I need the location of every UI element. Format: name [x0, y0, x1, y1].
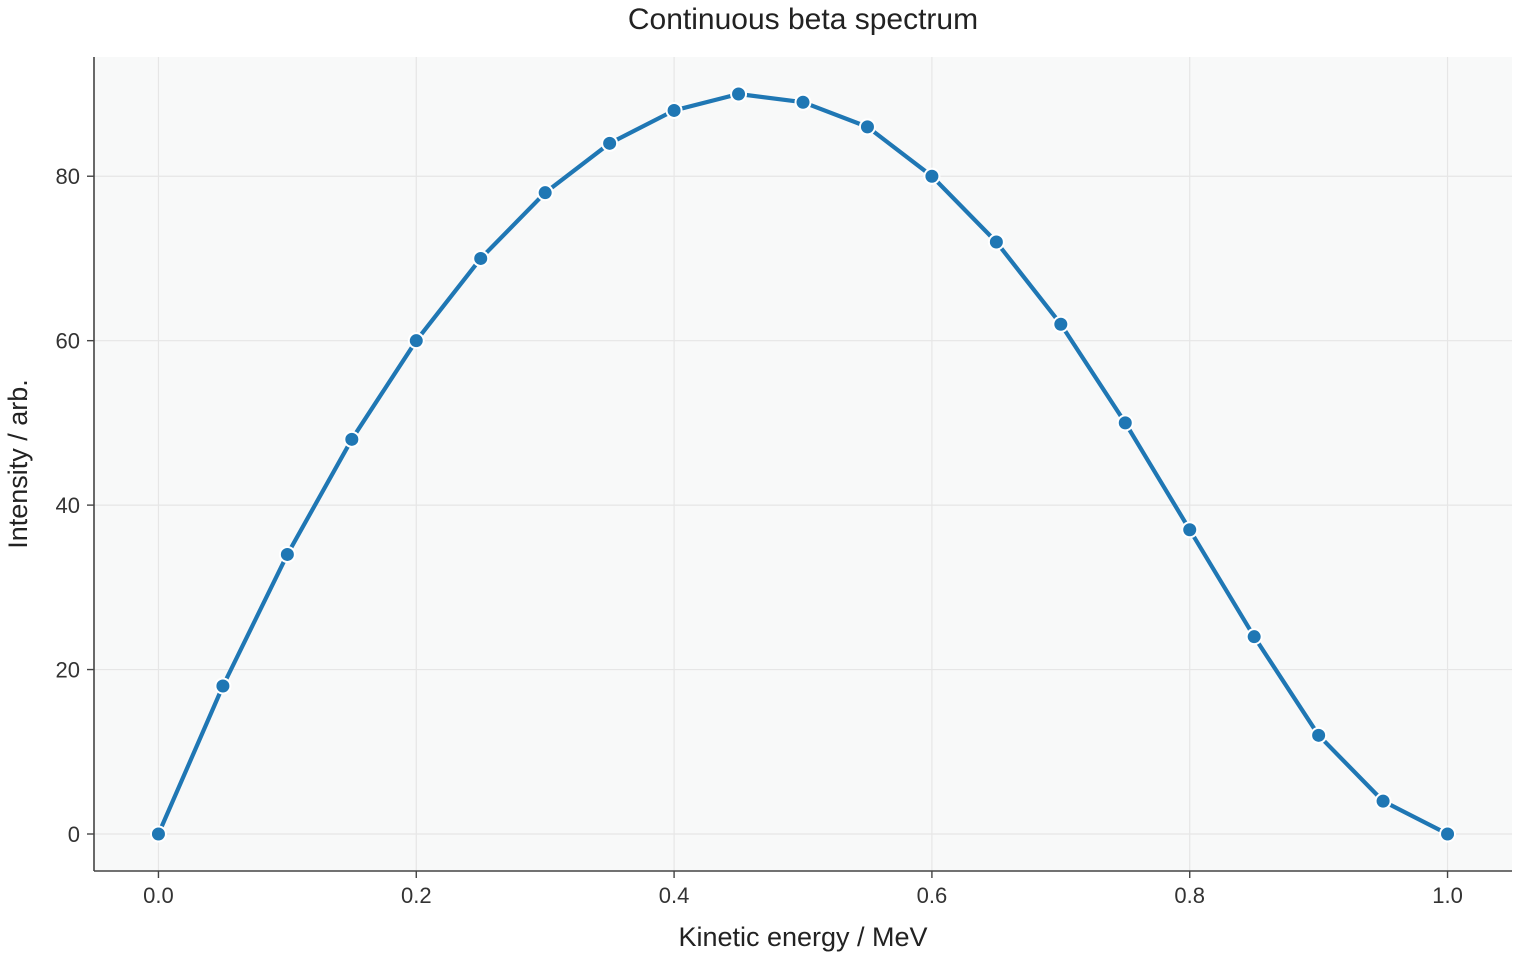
data-point: [278, 545, 296, 563]
y-tick-label: 40: [56, 493, 80, 518]
data-point: [1052, 315, 1070, 333]
data-point: [1245, 628, 1263, 646]
data-point: [343, 430, 361, 448]
x-tick-label: 0.0: [143, 883, 174, 908]
data-point: [858, 118, 876, 136]
x-tick-label: 0.4: [659, 883, 690, 908]
data-point: [601, 134, 619, 152]
data-point: [665, 101, 683, 119]
series-layer: [149, 85, 1457, 843]
data-point: [1439, 825, 1457, 843]
data-point: [472, 249, 490, 267]
chart-title: Continuous beta spectrum: [628, 3, 978, 36]
x-axis-label: Kinetic energy / MeV: [678, 922, 927, 952]
data-point: [1310, 726, 1328, 744]
y-tick-label: 20: [56, 658, 80, 683]
data-point: [536, 184, 554, 202]
data-point: [987, 233, 1005, 251]
data-point: [730, 85, 748, 103]
x-tick-label: 0.6: [917, 883, 948, 908]
x-tick-label: 0.2: [401, 883, 432, 908]
data-point: [1181, 521, 1199, 539]
data-point: [1374, 792, 1392, 810]
data-point: [149, 825, 167, 843]
y-tick-label: 60: [56, 329, 80, 354]
x-tick-label: 1.0: [1432, 883, 1463, 908]
data-point: [794, 93, 812, 111]
data-point: [407, 332, 425, 350]
grid: [94, 57, 1512, 871]
plot-area-background: [94, 57, 1512, 871]
y-axis-label: Intensity / arb.: [3, 379, 33, 549]
y-tick-label: 80: [56, 164, 80, 189]
x-tick-label: 0.8: [1174, 883, 1205, 908]
ticks: 0.0 0.2 0.4 0.6 0.8 1.0 0 20 40 60 80: [56, 164, 1463, 908]
y-tick-label: 0: [68, 822, 80, 847]
data-point: [1116, 414, 1134, 432]
axes: [93, 57, 1512, 872]
data-point: [214, 677, 232, 695]
data-point: [923, 167, 941, 185]
